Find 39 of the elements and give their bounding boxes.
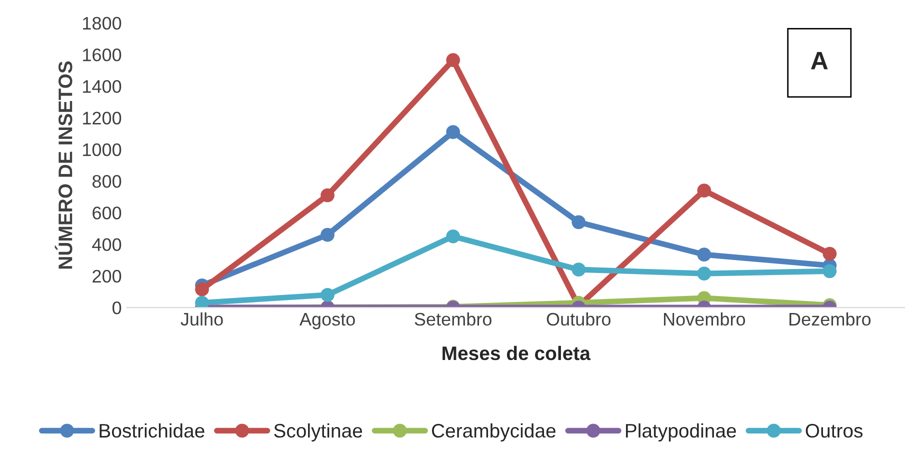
legend-label: Scolytinae [274, 423, 362, 442]
x-tick-label: Setembro [414, 312, 492, 326]
point [697, 266, 712, 280]
y-tick-label: 0 [112, 301, 122, 314]
point [195, 282, 209, 296]
y-tick-label: 800 [92, 174, 122, 188]
point [446, 229, 460, 244]
y-tick-label: 1200 [83, 112, 122, 125]
x-tick-label: Outubro [546, 312, 610, 326]
legend-label: Outros [806, 424, 863, 438]
y-tick-label: 1800 [83, 16, 122, 30]
point [822, 264, 837, 278]
point [446, 53, 460, 68]
point [572, 262, 586, 277]
x-axis-title: Meses de coleta [442, 346, 591, 360]
point [572, 215, 586, 230]
point [697, 248, 712, 262]
y-tick-label: 1000 [83, 143, 122, 156]
y-tick-label: 1600 [83, 48, 122, 62]
x-tick-label: Dezembro [790, 312, 871, 326]
x-tick-label: Julho [180, 312, 223, 326]
legend-label: Platypodinae [626, 423, 736, 442]
point [446, 125, 460, 139]
x-tick-label: Agosto [299, 313, 355, 330]
y-tick-label: 1400 [83, 80, 122, 93]
point [320, 188, 334, 202]
y-tick-label: 200 [92, 270, 122, 283]
y-tick-label: 400 [92, 238, 122, 252]
point [320, 288, 334, 302]
legend-label: Bostrichidae [100, 423, 204, 438]
annotation: A [810, 52, 828, 70]
point [697, 184, 712, 198]
legend-label: Cerambycidae [432, 423, 556, 442]
point [822, 246, 837, 261]
point [320, 228, 334, 242]
x-tick-label: Novembro [664, 312, 746, 326]
y-tick-label: 600 [92, 206, 122, 220]
point [195, 296, 209, 308]
y-axis-title: NÚMERO DE INSETOS [54, 61, 72, 269]
